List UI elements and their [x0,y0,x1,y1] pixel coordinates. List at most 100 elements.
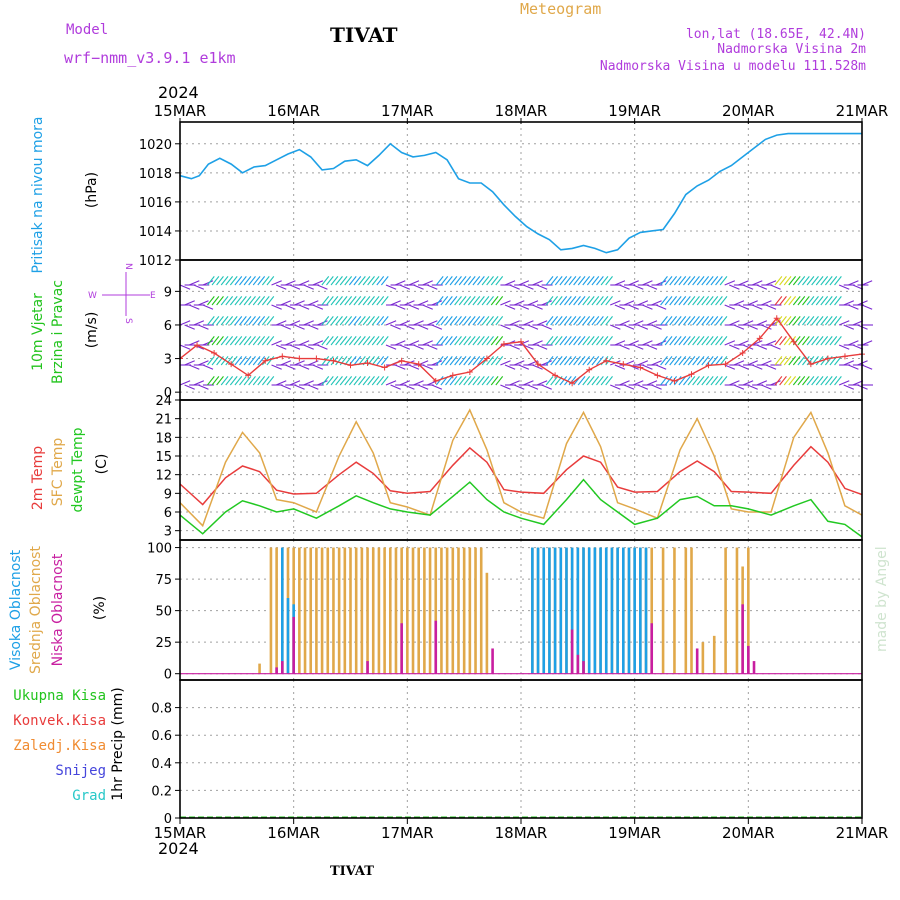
y-tick-label: 50 [155,605,172,620]
wind-barb [371,296,380,306]
wind-barb [806,296,815,306]
wind-barb [229,296,238,306]
wind-barb [683,276,691,286]
wind-barb [358,336,366,346]
wind-barb [719,316,728,326]
wind-barb [449,276,458,286]
wind-speed-marker [637,364,644,371]
wind-barb [252,356,261,366]
wind-barb [683,376,691,386]
wind-barb [202,364,214,370]
wind-barb [637,324,649,330]
wind-barb [445,356,453,366]
wind-barb [344,376,353,386]
wind-barb [184,324,195,330]
wind-barb [733,384,745,390]
wind-barb [408,340,420,346]
wind-barb [705,376,714,386]
wind-barb [261,296,270,306]
wind-barb [513,324,525,330]
wind-barb [198,384,209,390]
wind-speed-marker [228,361,235,368]
wind-barb [605,296,613,306]
wind-barb [481,276,490,286]
wind-barb [824,276,833,286]
cloud-bar-mid-cloud [485,572,489,674]
wind-barb [202,340,214,346]
cloud-bar-mid-cloud [701,642,705,674]
y-tick-label: 1014 [139,225,172,240]
wind-barb [559,316,568,326]
x-tick-label-bottom: 19MAR [608,824,661,842]
y-axis-label: (hPa) [84,172,100,208]
wind-barb [266,356,275,366]
panel-frame [179,121,863,261]
wind-barb [371,276,380,286]
wind-barb [486,316,494,326]
wind-barb [783,336,792,346]
wind-barb [385,320,397,326]
wind-barb [426,320,438,326]
wind-barb [225,356,234,366]
wind-barb [454,276,462,286]
wind-barb [834,356,842,366]
wind-barb [495,316,504,326]
wind-barb [280,360,292,366]
wind-barb [234,356,243,366]
wind-barb [861,304,873,310]
wind-barb [486,376,494,386]
wind-barb [838,284,850,290]
wind-barb [495,296,504,306]
wind-barb [344,296,353,306]
wind-barb [467,356,476,366]
wind-barb [220,276,229,286]
wind-barb [458,356,467,366]
cloud-bar-mid-cloud [451,547,455,674]
cloud-bar-mid-cloud [298,547,301,674]
wind-barb [843,360,855,366]
temperature-line-sfc [179,408,863,528]
wind-barb [797,316,806,326]
wind-barb [568,276,577,286]
wind-barb [385,344,397,350]
cloud-bar-mid-cloud [735,547,739,674]
wind-barb [261,336,270,346]
wind-barb [848,340,859,346]
wind-barb [692,276,700,286]
wind-barb [687,296,696,306]
wind-barb [280,324,292,330]
wind-barb [307,324,319,330]
wind-barb [344,336,353,346]
wind-barb [605,276,613,286]
wind-barb [596,276,604,286]
wind-speed-marker [398,357,405,364]
wind-barb [577,316,586,326]
wind-barb [317,320,328,326]
wind-barb [774,276,783,286]
wind-barb [225,296,234,306]
wind-barb [747,324,758,330]
x-tick-label-bottom: 20MAR [722,824,775,842]
wind-barb [353,316,362,326]
wind-barb [705,316,714,326]
wind-barb [184,300,195,306]
x-tick-label-top: 19MAR [608,102,661,120]
wind-barb [838,380,850,386]
wind-barb [321,376,330,386]
cloud-bar-low-cloud [582,661,585,674]
wind-barb [692,296,700,306]
wind-barb [289,344,301,350]
wind-barb [408,304,420,310]
wind-barb [500,324,511,330]
cloud-bar-low-cloud [281,661,284,674]
wind-barb [577,376,586,386]
wind-barb [321,276,330,286]
panel-frame [179,259,863,401]
cloud-bar-mid-cloud [417,547,420,674]
wind-barb [792,296,801,306]
x-tick-label-top: 17MAR [381,102,434,120]
wind-barb [696,356,705,366]
wind-barb [774,296,783,306]
cloud-bar-mid-cloud [258,663,261,674]
wind-barb [225,316,234,326]
